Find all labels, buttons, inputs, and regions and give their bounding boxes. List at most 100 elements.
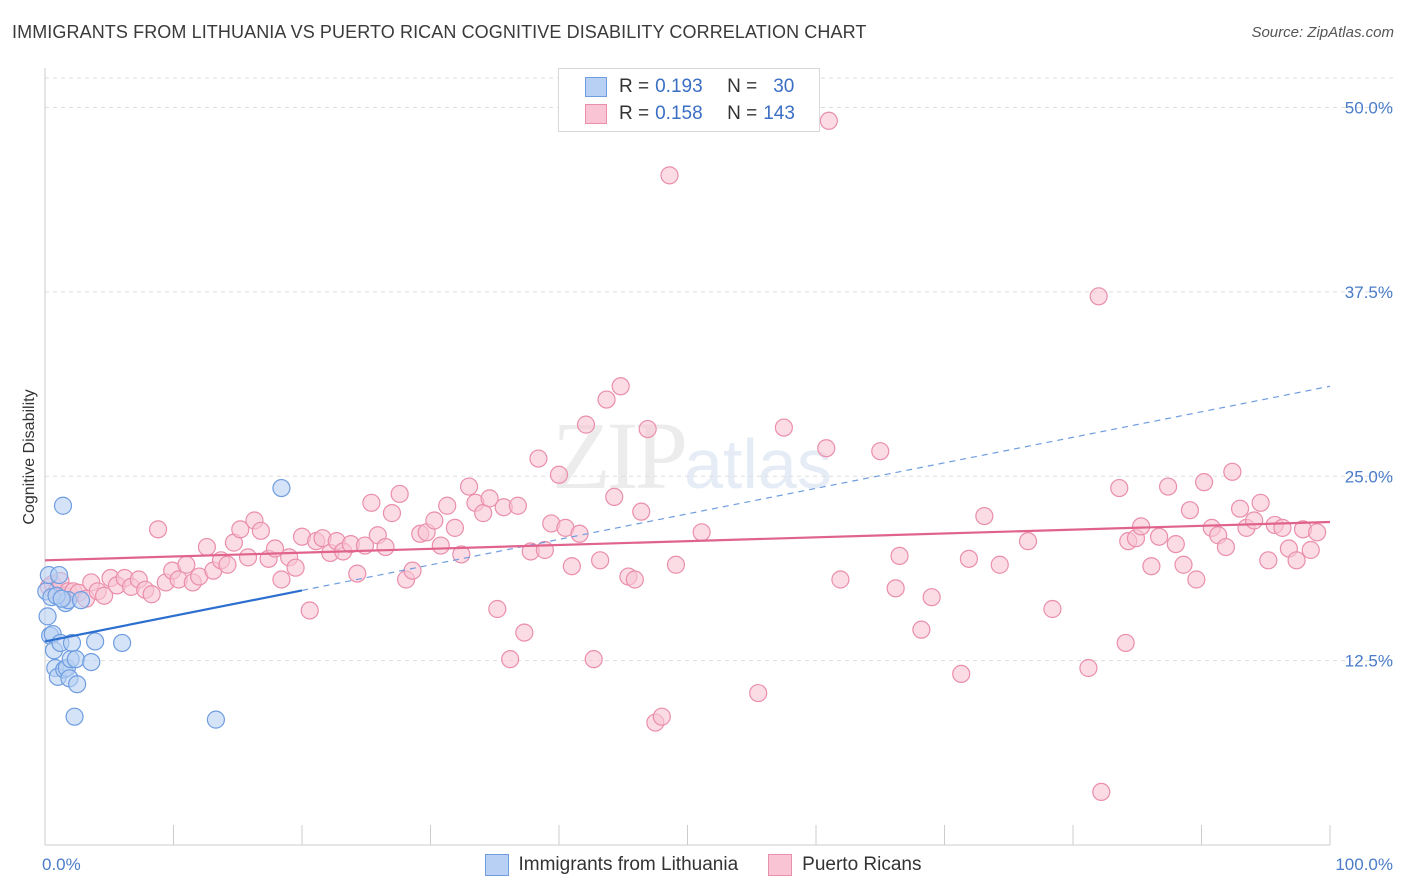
bottom-legend-lithuania: Immigrants from Lithuania — [484, 854, 739, 876]
point-puerto-ricans-77 — [549, 465, 569, 484]
point-puerto-ricans-26 — [197, 537, 217, 557]
point-puerto-ricans-129 — [1216, 537, 1236, 557]
point-puerto-ricans-107 — [975, 506, 994, 526]
point-puerto-ricans-74 — [529, 449, 548, 468]
point-puerto-ricans-75 — [535, 540, 554, 560]
point-puerto-ricans-108 — [990, 555, 1009, 574]
legend-r-label-2: R = — [619, 103, 650, 124]
y-tick-label-1: 25.0% — [1345, 467, 1393, 486]
point-puerto-ricans-105 — [952, 664, 971, 684]
legend-r-value-1: 0.193 — [655, 76, 703, 97]
point-puerto-ricans-103 — [912, 620, 931, 639]
legend-r-value-2: 0.158 — [655, 103, 703, 124]
legend-n-label-1: N = — [727, 76, 758, 97]
legend-row-puerto-ricans: R = 0.158 N = 143 — [585, 102, 795, 126]
point-puerto-ricans-41 — [300, 601, 319, 620]
point-puerto-ricans-111 — [1079, 658, 1098, 678]
point-lithuania-27 — [272, 478, 291, 498]
point-puerto-ricans-54 — [390, 484, 409, 504]
legend-swatch-pink — [585, 104, 607, 124]
point-puerto-ricans-104 — [922, 588, 941, 607]
point-puerto-ricans-110 — [1043, 599, 1062, 619]
point-lithuania-23 — [82, 652, 101, 672]
point-puerto-ricans-39 — [286, 558, 305, 577]
legend-swatch-blue — [585, 77, 607, 97]
point-puerto-ricans-32 — [238, 548, 258, 567]
point-puerto-ricans-83 — [591, 551, 610, 570]
series-puerto-ricans — [39, 111, 1327, 802]
point-puerto-ricans-115 — [1116, 633, 1135, 653]
point-puerto-ricans-113 — [1092, 782, 1111, 802]
y-tick-label-3: 50.0% — [1345, 99, 1393, 118]
legend-r-label-1: R = — [619, 76, 650, 97]
bottom-legend-swatch-pink — [768, 854, 793, 876]
point-puerto-ricans-106 — [959, 549, 979, 568]
point-puerto-ricans-137 — [1273, 518, 1292, 537]
bottom-legend-label-puerto-ricans: Puerto Ricans — [802, 854, 922, 875]
point-puerto-ricans-125 — [1187, 570, 1206, 589]
point-puerto-ricans-142 — [1308, 523, 1327, 542]
point-puerto-ricans-114 — [1110, 478, 1129, 498]
point-puerto-ricans-89 — [632, 502, 651, 521]
point-lithuania-20 — [66, 650, 85, 669]
point-lithuania-25 — [112, 633, 132, 653]
point-lithuania-21 — [68, 675, 87, 694]
point-lithuania-29 — [52, 589, 71, 608]
point-puerto-ricans-88 — [625, 570, 644, 589]
bottom-legend-puerto-ricans: Puerto Ricans — [768, 854, 922, 876]
point-puerto-ricans-133 — [1245, 511, 1264, 530]
point-puerto-ricans-94 — [666, 555, 686, 574]
axis-labels: 12.5% 25.0% 37.5% 50.0% 0.0% 100.0% Cognitive … — [21, 99, 1393, 875]
point-puerto-ricans-101 — [886, 579, 905, 598]
point-lithuania-9 — [50, 565, 69, 585]
point-puerto-ricans-122 — [1166, 534, 1185, 554]
point-puerto-ricans-64 — [459, 477, 479, 496]
point-puerto-ricans-95 — [692, 523, 711, 542]
x-tick-label-0: 0.0% — [42, 855, 81, 874]
point-puerto-ricans-71 — [508, 496, 527, 515]
point-puerto-ricans-62 — [445, 518, 465, 537]
point-puerto-ricans-143 — [819, 111, 838, 130]
point-puerto-ricans-100 — [871, 442, 890, 461]
point-puerto-ricans-37 — [272, 570, 291, 589]
trend-lithuania-solid — [44, 589, 303, 643]
point-lithuania-22 — [71, 591, 91, 610]
point-puerto-ricans-70 — [501, 650, 520, 669]
point-puerto-ricans-86 — [611, 377, 630, 396]
y-tick-label-2: 37.5% — [1345, 283, 1393, 302]
point-puerto-ricans-130 — [1223, 462, 1242, 481]
point-puerto-ricans-134 — [1251, 493, 1270, 512]
trend-lithuania-dashed — [301, 385, 1331, 592]
point-puerto-ricans-18 — [142, 585, 161, 604]
point-puerto-ricans-50 — [362, 493, 381, 512]
point-puerto-ricans-59 — [425, 511, 444, 530]
axes — [44, 68, 1331, 846]
point-puerto-ricans-79 — [562, 557, 581, 576]
point-lithuania-26 — [206, 710, 226, 729]
point-puerto-ricans-93 — [660, 166, 679, 185]
trend-lines — [44, 385, 1331, 643]
bottom-legend-label-lithuania: Immigrants from Lithuania — [518, 854, 739, 875]
bottom-legend: Immigrants from Lithuania Puerto Ricans — [0, 852, 1406, 878]
watermark-atlas: atlas — [684, 425, 832, 503]
point-puerto-ricans-31 — [231, 520, 250, 539]
chart-title: IMMIGRANTS FROM LITHUANIA VS PUERTO RICA… — [12, 22, 867, 42]
point-puerto-ricans-124 — [1180, 501, 1200, 520]
point-puerto-ricans-119 — [1142, 557, 1161, 576]
legend-row-lithuania: R = 0.193 N = 30 — [585, 75, 794, 99]
point-puerto-ricans-63 — [452, 545, 471, 564]
point-puerto-ricans-34 — [251, 521, 270, 540]
trend-puerto-ricans — [44, 520, 1331, 562]
point-puerto-ricans-52 — [376, 537, 395, 557]
point-puerto-ricans-120 — [1149, 527, 1169, 546]
point-puerto-ricans-126 — [1194, 473, 1214, 492]
point-puerto-ricans-60 — [431, 536, 450, 555]
bottom-legend-swatch-blue — [484, 854, 509, 876]
point-puerto-ricans-97 — [774, 418, 793, 437]
point-puerto-ricans-123 — [1174, 555, 1193, 574]
point-puerto-ricans-53 — [382, 504, 402, 523]
point-puerto-ricans-82 — [584, 650, 603, 669]
point-puerto-ricans-141 — [1301, 540, 1320, 560]
point-puerto-ricans-135 — [1259, 551, 1278, 570]
